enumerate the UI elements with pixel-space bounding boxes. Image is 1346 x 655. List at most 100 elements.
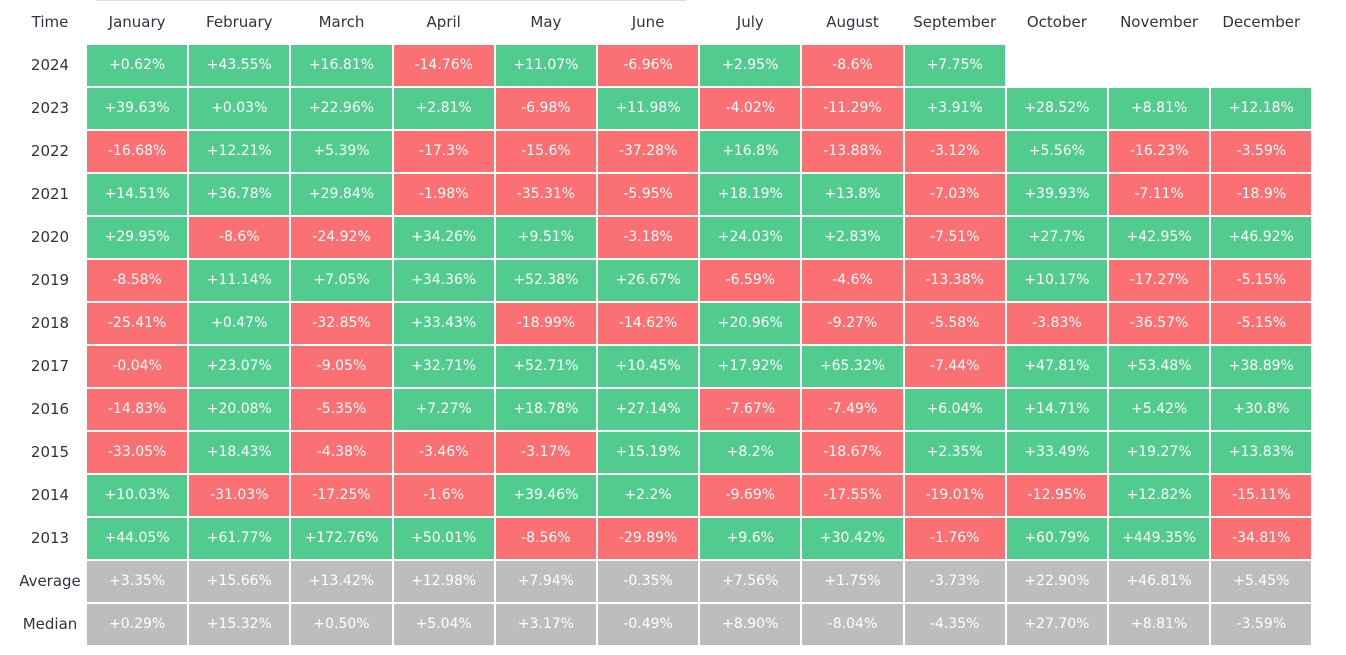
return-cell: +11.07%	[495, 45, 596, 86]
return-cell: +30.42%	[802, 518, 903, 559]
average-cell: +22.90%	[1006, 561, 1107, 602]
return-cell: +13.8%	[802, 174, 903, 215]
return-cell: +20.96%	[700, 303, 801, 344]
row-label-2022: 2022	[30, 142, 70, 160]
return-cell: +26.67%	[598, 260, 699, 301]
return-cell: +18.43%	[189, 432, 290, 473]
return-cell: -29.89%	[598, 518, 699, 559]
return-cell: -0.04%	[87, 346, 188, 387]
return-cell: -18.99%	[495, 303, 596, 344]
return-cell: -1.98%	[393, 174, 494, 215]
return-cell: +30.8%	[1211, 389, 1312, 430]
return-cell: +18.19%	[700, 174, 801, 215]
column-header-july: July	[736, 13, 764, 31]
return-cell: -35.31%	[495, 174, 596, 215]
return-cell: +39.63%	[87, 88, 188, 129]
return-cell: +5.42%	[1109, 389, 1210, 430]
return-cell: -5.58%	[904, 303, 1005, 344]
return-cell: +52.38%	[495, 260, 596, 301]
return-cell: +12.21%	[189, 131, 290, 172]
return-cell: +3.91%	[904, 88, 1005, 129]
column-header-december: December	[1222, 13, 1301, 31]
return-cell: -13.88%	[802, 131, 903, 172]
row-label-2023: 2023	[30, 99, 70, 117]
return-cell: -9.27%	[802, 303, 903, 344]
average-cell: +3.35%	[87, 561, 188, 602]
return-cell: +18.78%	[495, 389, 596, 430]
return-cell: -8.56%	[495, 518, 596, 559]
return-cell: +7.75%	[904, 45, 1005, 86]
median-cell: +8.90%	[700, 604, 801, 645]
return-cell: -37.28%	[598, 131, 699, 172]
return-cell: +24.03%	[700, 217, 801, 258]
column-header-august: August	[826, 13, 879, 31]
return-cell: +29.95%	[87, 217, 188, 258]
return-cell: -1.76%	[904, 518, 1005, 559]
average-cell: -3.73%	[904, 561, 1005, 602]
return-cell: -32.85%	[291, 303, 392, 344]
header-divider	[96, 0, 686, 1]
return-cell: +16.8%	[700, 131, 801, 172]
return-cell: -17.27%	[1109, 260, 1210, 301]
return-cell: -5.15%	[1211, 303, 1312, 344]
return-cell: +20.08%	[189, 389, 290, 430]
return-cell: -14.83%	[87, 389, 188, 430]
return-cell: +33.43%	[393, 303, 494, 344]
return-cell: +43.55%	[189, 45, 290, 86]
return-cell: +8.81%	[1109, 88, 1210, 129]
median-cell: -4.35%	[904, 604, 1005, 645]
return-cell: +29.84%	[291, 174, 392, 215]
return-cell: -7.44%	[904, 346, 1005, 387]
row-label-2019: 2019	[30, 271, 70, 289]
average-cell: +1.75%	[802, 561, 903, 602]
return-cell: +61.77%	[189, 518, 290, 559]
return-cell: +11.14%	[189, 260, 290, 301]
return-cell: +60.79%	[1006, 518, 1107, 559]
return-cell: +10.45%	[598, 346, 699, 387]
row-label-2015: 2015	[30, 443, 70, 461]
return-cell: -6.96%	[598, 45, 699, 86]
return-cell: -4.6%	[802, 260, 903, 301]
return-cell: +2.83%	[802, 217, 903, 258]
return-cell: +2.95%	[700, 45, 801, 86]
return-cell: -24.92%	[291, 217, 392, 258]
return-cell: -7.51%	[904, 217, 1005, 258]
return-cell: -36.57%	[1109, 303, 1210, 344]
return-cell: +39.46%	[495, 475, 596, 516]
return-cell: -19.01%	[904, 475, 1005, 516]
return-cell: +8.2%	[700, 432, 801, 473]
average-cell: +7.56%	[700, 561, 801, 602]
return-cell: +0.47%	[189, 303, 290, 344]
return-cell: +14.71%	[1006, 389, 1107, 430]
return-cell: -18.67%	[802, 432, 903, 473]
return-cell: +34.26%	[393, 217, 494, 258]
row-label-2016: 2016	[30, 400, 70, 418]
median-cell: +5.04%	[393, 604, 494, 645]
return-cell: +2.2%	[598, 475, 699, 516]
average-cell: -0.35%	[598, 561, 699, 602]
return-cell: -15.11%	[1211, 475, 1312, 516]
return-cell: +10.03%	[87, 475, 188, 516]
return-cell: -3.17%	[495, 432, 596, 473]
return-cell: +50.01%	[393, 518, 494, 559]
return-cell: -4.38%	[291, 432, 392, 473]
return-cell: -6.98%	[495, 88, 596, 129]
row-label-2018: 2018	[30, 314, 70, 332]
return-cell: +23.07%	[189, 346, 290, 387]
return-cell: -17.55%	[802, 475, 903, 516]
return-cell: +7.05%	[291, 260, 392, 301]
return-cell: +10.17%	[1006, 260, 1107, 301]
column-header-september: September	[913, 13, 997, 31]
return-cell: -33.05%	[87, 432, 188, 473]
return-cell: -14.76%	[393, 45, 494, 86]
return-cell: -31.03%	[189, 475, 290, 516]
column-header-november: November	[1120, 13, 1199, 31]
column-header-october: October	[1026, 13, 1087, 31]
return-cell: +13.83%	[1211, 432, 1312, 473]
return-cell: +172.76%	[291, 518, 392, 559]
return-cell: +0.62%	[87, 45, 188, 86]
return-cell: -9.69%	[700, 475, 801, 516]
return-cell: +9.51%	[495, 217, 596, 258]
return-cell: +44.05%	[87, 518, 188, 559]
